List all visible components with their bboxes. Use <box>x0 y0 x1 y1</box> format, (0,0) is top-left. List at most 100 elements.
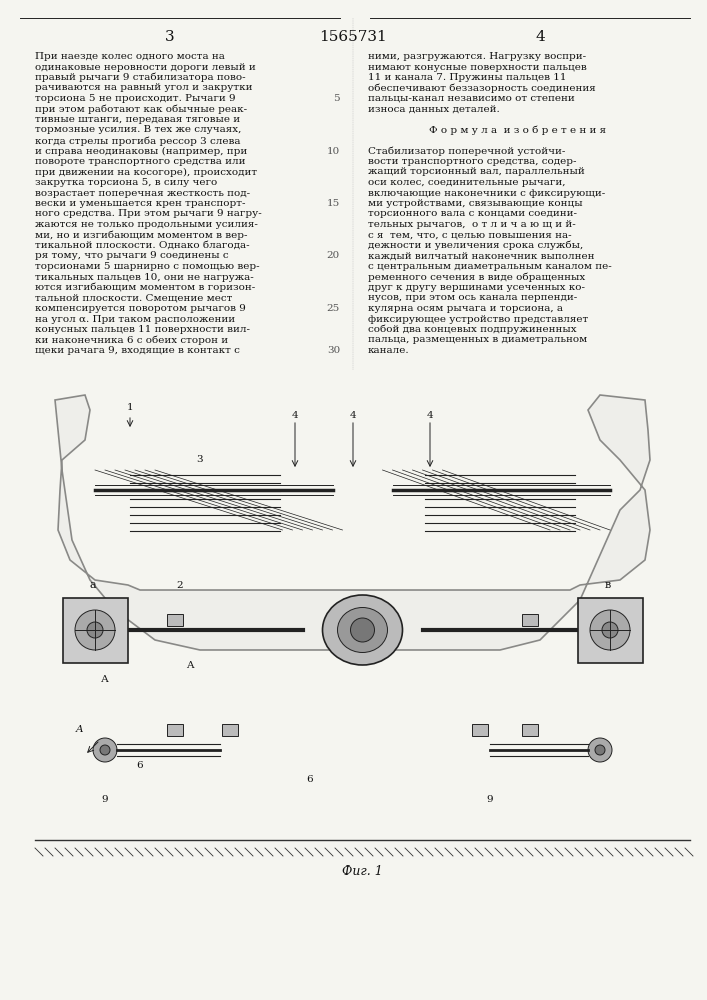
Circle shape <box>351 618 375 642</box>
Circle shape <box>93 738 117 762</box>
Text: 15: 15 <box>327 199 340 208</box>
Text: 25: 25 <box>327 304 340 313</box>
Polygon shape <box>55 395 650 650</box>
Text: пальца, размещенных в диаметральном: пальца, размещенных в диаметральном <box>368 336 588 344</box>
Text: компенсируется поворотом рычагов 9: компенсируется поворотом рычагов 9 <box>35 304 246 313</box>
Circle shape <box>100 745 110 755</box>
Text: Стабилизатор поперечной устойчи-: Стабилизатор поперечной устойчи- <box>368 146 566 156</box>
Text: повороте транспортного средства или: повороте транспортного средства или <box>35 157 245 166</box>
Bar <box>62 597 127 662</box>
Text: 6: 6 <box>307 776 313 784</box>
Text: возрастает поперечная жесткость под-: возрастает поперечная жесткость под- <box>35 188 250 198</box>
Bar <box>522 724 538 736</box>
Circle shape <box>87 622 103 638</box>
Bar <box>222 724 238 736</box>
Bar <box>522 614 538 626</box>
Text: 4: 4 <box>292 410 298 420</box>
Circle shape <box>590 610 630 650</box>
Text: нимают конусные поверхности пальцев: нимают конусные поверхности пальцев <box>368 62 587 72</box>
Text: обеспечивают беззазорность соединения: обеспечивают беззазорность соединения <box>368 84 596 93</box>
Text: торсионами 5 шарнирно с помощью вер-: торсионами 5 шарнирно с помощью вер- <box>35 262 259 271</box>
Text: вески и уменьшается крен транспорт-: вески и уменьшается крен транспорт- <box>35 199 245 208</box>
Text: кулярна осям рычага и торсиона, а: кулярна осям рычага и торсиона, а <box>368 304 563 313</box>
Text: когда стрелы прогиба рессор 3 слева: когда стрелы прогиба рессор 3 слева <box>35 136 240 145</box>
Text: ного средства. При этом рычаги 9 нагру-: ного средства. При этом рычаги 9 нагру- <box>35 210 262 219</box>
Text: 3: 3 <box>197 456 204 464</box>
Text: дежности и увеличения срока службы,: дежности и увеличения срока службы, <box>368 241 583 250</box>
Text: рачиваются на равный угол и закрутки: рачиваются на равный угол и закрутки <box>35 84 252 93</box>
Text: с центральным диаметральным каналом пе-: с центральным диаметральным каналом пе- <box>368 262 612 271</box>
Text: 1565731: 1565731 <box>319 30 387 44</box>
Text: 2: 2 <box>177 580 183 589</box>
Text: 4: 4 <box>350 410 356 420</box>
Text: пальцы-канал независимо от степени: пальцы-канал независимо от степени <box>368 94 575 103</box>
Text: на угол α. При таком расположении: на угол α. При таком расположении <box>35 314 235 324</box>
Text: а: а <box>90 580 97 590</box>
Text: 11 и канала 7. Пружины пальцев 11: 11 и канала 7. Пружины пальцев 11 <box>368 73 566 82</box>
Text: тормозные усилия. В тех же случаях,: тормозные усилия. В тех же случаях, <box>35 125 241 134</box>
Text: тивные штанги, передавая тяговые и: тивные штанги, передавая тяговые и <box>35 115 240 124</box>
Bar <box>167 724 183 736</box>
Text: закрутка торсиона 5, в силу чего: закрутка торсиона 5, в силу чего <box>35 178 217 187</box>
Circle shape <box>595 745 605 755</box>
Text: 20: 20 <box>327 251 340 260</box>
Text: ними, разгружаются. Нагрузку воспри-: ними, разгружаются. Нагрузку воспри- <box>368 52 586 61</box>
Bar <box>472 724 488 736</box>
Text: торсионного вала с концами соедини-: торсионного вала с концами соедини- <box>368 210 577 219</box>
Bar <box>167 614 183 626</box>
Text: щеки рачага 9, входящие в контакт с: щеки рачага 9, входящие в контакт с <box>35 346 240 355</box>
Text: A: A <box>186 660 194 670</box>
Bar <box>578 597 643 662</box>
Text: 5: 5 <box>334 94 340 103</box>
Text: 1: 1 <box>127 403 134 412</box>
Text: друг к другу вершинами усеченных ко-: друг к другу вершинами усеченных ко- <box>368 283 585 292</box>
Text: A: A <box>76 726 83 734</box>
Text: 3: 3 <box>165 30 175 44</box>
Text: фиксирующее устройство представляет: фиксирующее устройство представляет <box>368 314 588 324</box>
Text: тикальной плоскости. Однако благода-: тикальной плоскости. Однако благода- <box>35 241 250 250</box>
Text: тальной плоскости. Смещение мест: тальной плоскости. Смещение мест <box>35 294 233 302</box>
Text: правый рычаги 9 стабилизатора пово-: правый рычаги 9 стабилизатора пово- <box>35 73 245 83</box>
Text: тельных рычагов,  о т л и ч а ю щ и й-: тельных рычагов, о т л и ч а ю щ и й- <box>368 220 575 229</box>
Text: с я  тем, что, с целью повышения на-: с я тем, что, с целью повышения на- <box>368 231 572 239</box>
Text: Ф о р м у л а  и з о б р е т е н и я: Ф о р м у л а и з о б р е т е н и я <box>429 125 607 135</box>
Text: нусов, при этом ось канала перпенди-: нусов, при этом ось канала перпенди- <box>368 294 577 302</box>
Text: конусных пальцев 11 поверхности вил-: конусных пальцев 11 поверхности вил- <box>35 325 250 334</box>
Text: ми устройствами, связывающие концы: ми устройствами, связывающие концы <box>368 199 583 208</box>
Text: при этом работают как обычные реак-: при этом работают как обычные реак- <box>35 104 247 114</box>
Text: жаются не только продольными усилия-: жаются не только продольными усилия- <box>35 220 258 229</box>
Text: 9: 9 <box>102 796 108 804</box>
Text: включающие наконечники с фиксирующи-: включающие наконечники с фиксирующи- <box>368 188 605 198</box>
Text: Фиг. 1: Фиг. 1 <box>342 865 383 878</box>
Text: оси колес, соединительные рычаги,: оси колес, соединительные рычаги, <box>368 178 566 187</box>
Text: ки наконечника 6 с обеих сторон и: ки наконечника 6 с обеих сторон и <box>35 336 228 345</box>
Text: 9: 9 <box>486 796 493 804</box>
Text: А: А <box>101 676 109 684</box>
Text: 30: 30 <box>327 346 340 355</box>
Text: ременного сечения в виде обращенных: ременного сечения в виде обращенных <box>368 272 585 282</box>
Text: При наезде колес одного моста на: При наезде колес одного моста на <box>35 52 225 61</box>
Ellipse shape <box>322 595 402 665</box>
Text: собой два концевых подпружиненных: собой два концевых подпружиненных <box>368 325 577 334</box>
Text: торсиона 5 не происходит. Рычаги 9: торсиона 5 не происходит. Рычаги 9 <box>35 94 235 103</box>
Text: 10: 10 <box>327 146 340 155</box>
Text: 4: 4 <box>535 30 545 44</box>
Text: износа данных деталей.: износа данных деталей. <box>368 104 500 113</box>
Text: ря тому, что рычаги 9 соединены с: ря тому, что рычаги 9 соединены с <box>35 251 228 260</box>
Text: канале.: канале. <box>368 346 409 355</box>
Text: и справа неодинаковы (например, при: и справа неодинаковы (например, при <box>35 146 247 156</box>
Text: вости транспортного средства, содер-: вости транспортного средства, содер- <box>368 157 576 166</box>
Text: ются изгибающим моментом в горизон-: ются изгибающим моментом в горизон- <box>35 283 255 292</box>
Text: жащий торсионный вал, параллельный: жащий торсионный вал, параллельный <box>368 167 585 176</box>
Text: тикальных пальцев 10, они не нагружа-: тикальных пальцев 10, они не нагружа- <box>35 272 254 282</box>
Text: при движении на косогоре), происходит: при движении на косогоре), происходит <box>35 167 257 177</box>
Ellipse shape <box>337 607 387 652</box>
Circle shape <box>602 622 618 638</box>
Text: в: в <box>605 580 612 590</box>
Circle shape <box>588 738 612 762</box>
Text: одинаковые неровности дороги левый и: одинаковые неровности дороги левый и <box>35 62 256 72</box>
Text: 6: 6 <box>136 760 144 770</box>
Text: каждый вилчатый наконечник выполнен: каждый вилчатый наконечник выполнен <box>368 251 595 260</box>
Circle shape <box>75 610 115 650</box>
Text: ми, но и изгибающим моментом в вер-: ми, но и изгибающим моментом в вер- <box>35 231 247 240</box>
